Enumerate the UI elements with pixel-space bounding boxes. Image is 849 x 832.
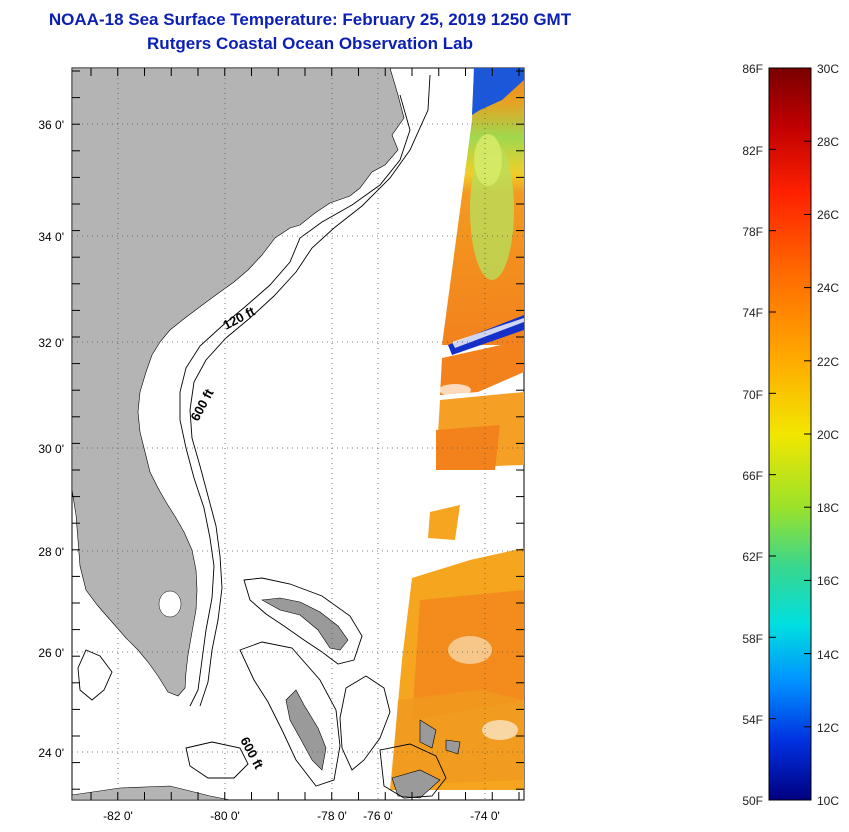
lat-label-26: 26 0'	[38, 646, 64, 660]
lon-label-80: -80 0'	[210, 809, 240, 823]
bathymetry-contours	[77, 74, 447, 799]
lat-label-24: 24 0'	[38, 746, 64, 760]
lon-label-74: -74 0'	[470, 809, 500, 823]
graticule	[72, 68, 524, 800]
lat-label-28: 28 0'	[38, 545, 64, 559]
f-label-86: 86F	[742, 62, 763, 76]
axis-ticks	[72, 68, 524, 800]
lat-label-32: 32 0'	[38, 336, 64, 350]
land-cuba	[72, 785, 231, 800]
lake-okeechobee	[158, 590, 182, 618]
f-label-74: 74F	[742, 306, 763, 320]
c-label-22: 22C	[817, 355, 839, 369]
land-bahamas	[261, 597, 461, 799]
c-label-18: 18C	[817, 501, 839, 515]
fahrenheit-scale: 86F 82F 78F 74F 70F 66F 62F 58F 54F 50F	[742, 62, 763, 808]
f-label-66: 66F	[742, 469, 763, 483]
c-label-26: 26C	[817, 208, 839, 222]
c-label-12: 12C	[817, 721, 839, 735]
lon-label-78: -78 0'	[317, 809, 347, 823]
c-label-28: 28C	[817, 135, 839, 149]
map-title: NOAA-18 Sea Surface Temperature: Februar…	[48, 10, 572, 29]
c-label-30: 30C	[817, 62, 839, 76]
f-label-78: 78F	[742, 225, 763, 239]
map-subtitle: Rutgers Coastal Ocean Observation Lab	[147, 34, 473, 53]
f-label-70: 70F	[742, 388, 763, 402]
lat-label-36: 36 0'	[38, 118, 64, 132]
celsius-scale: 30C 28C 26C 24C 22C 20C 18C 16C 14C 12C …	[817, 62, 839, 808]
lon-label-76: -76 0'	[363, 809, 393, 823]
f-label-54: 54F	[742, 713, 763, 727]
c-label-10: 10C	[817, 794, 839, 808]
longitude-axis-labels: -82 0' -80 0' -78 0' -76 0' -74 0'	[103, 809, 500, 823]
c-label-14: 14C	[817, 648, 839, 662]
latitude-axis-labels: 36 0' 34 0' 32 0' 30 0' 28 0' 26 0' 24 0…	[38, 118, 64, 760]
c-label-20: 20C	[817, 428, 839, 442]
c-label-16: 16C	[817, 574, 839, 588]
f-label-62: 62F	[742, 550, 763, 564]
lat-label-30: 30 0'	[38, 442, 64, 456]
f-label-50: 50F	[742, 794, 763, 808]
lon-label-82: -82 0'	[103, 809, 133, 823]
land-us	[72, 68, 405, 697]
temperature-colorbar: 86F 82F 78F 74F 70F 66F 62F 58F 54F 50F …	[742, 62, 839, 808]
c-label-24: 24C	[817, 281, 839, 295]
f-label-82: 82F	[742, 144, 763, 158]
f-label-58: 58F	[742, 632, 763, 646]
lat-label-34: 34 0'	[38, 230, 64, 244]
